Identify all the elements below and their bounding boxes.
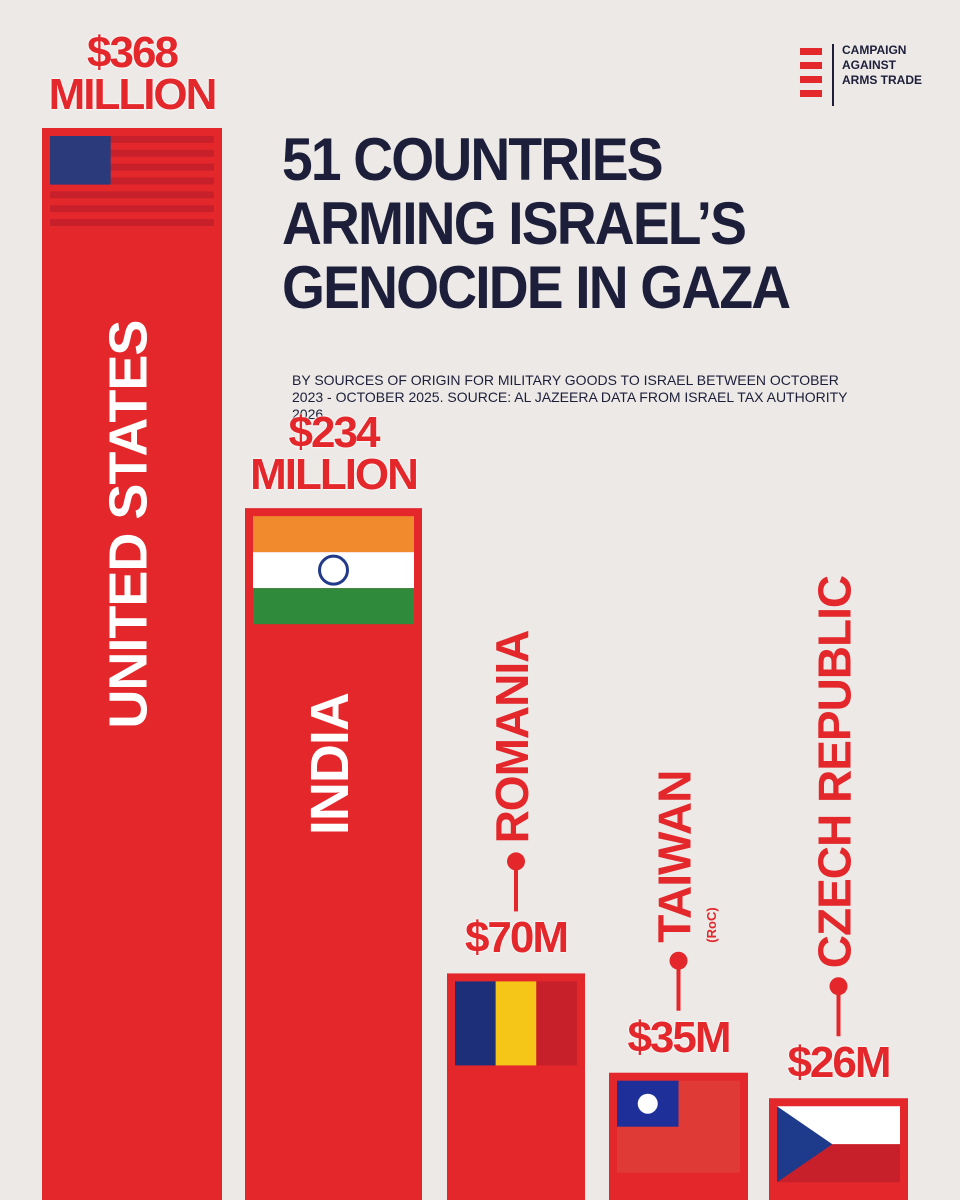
flag (253, 552, 414, 589)
source-logo: CAMPAIGN AGAINST ARMS TRADE (842, 43, 922, 87)
flag (253, 588, 414, 625)
category-label: UNITED STATES (98, 321, 158, 729)
category-label: INDIA (300, 693, 360, 835)
value-label: $234 MILLION (250, 408, 419, 500)
flag (455, 981, 496, 1066)
flag (495, 981, 537, 1066)
flag (50, 136, 111, 185)
category-label: TAIWAN (649, 771, 701, 943)
flag (50, 219, 214, 226)
flag (536, 981, 577, 1066)
logo-icon (800, 90, 822, 97)
flag (50, 205, 214, 213)
logo-icon (800, 76, 822, 83)
flag (50, 149, 214, 157)
flag (253, 516, 414, 553)
chart-subtitle: BY SOURCES OF ORIGIN FOR MILITARY GOODS … (292, 372, 848, 422)
pin-head (829, 977, 848, 996)
flag (50, 136, 214, 143)
flag (50, 163, 214, 171)
value-label: $70M (464, 913, 569, 963)
flag (50, 191, 214, 199)
value-label: $26M (787, 1038, 891, 1088)
flag (318, 554, 349, 586)
category-label: CZECH REPUBLIC (809, 576, 861, 968)
pin-head (669, 951, 688, 970)
category-label: ROMANIA (486, 631, 538, 844)
logo-icon (800, 62, 822, 69)
value-label: $368 MILLION (48, 28, 218, 119)
flag (637, 1093, 658, 1114)
logo-icon (800, 48, 822, 55)
flag (777, 1106, 833, 1183)
flag (50, 177, 214, 185)
category-note: (RoC) (704, 907, 719, 942)
bar (42, 128, 222, 1200)
pin-head (507, 852, 525, 871)
value-label: $35M (627, 1012, 731, 1062)
chart-title: 51 COUNTRIES ARMING ISRAEL’S GENOCIDE IN… (282, 126, 791, 321)
